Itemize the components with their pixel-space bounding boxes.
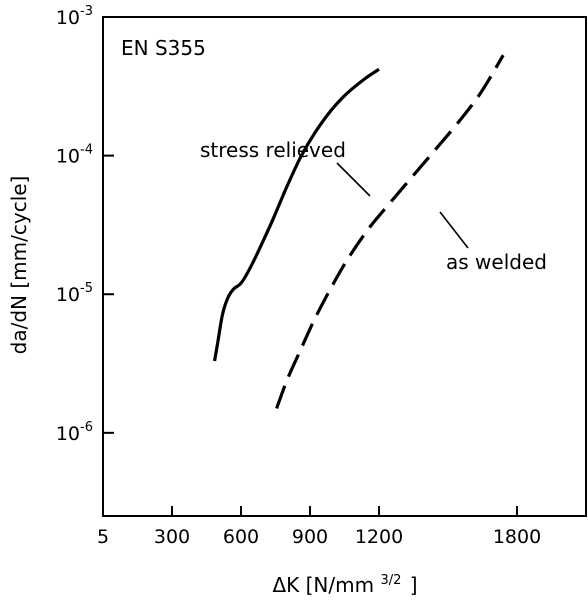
x-axis-title-main: ΔK [N/mm — [272, 573, 374, 597]
x-tick-label: 300 — [154, 526, 190, 548]
svg-text:ΔK [N/mm 3/2 ]: ΔK [N/mm 3/2 ] — [272, 565, 417, 597]
x-tick-label: 900 — [292, 526, 328, 548]
series-stress-relieved — [215, 69, 379, 361]
x-tick-label: 5 — [97, 526, 109, 548]
stress-relieved-label: stress relieved — [200, 138, 346, 162]
y-tick-label: 10-6 — [56, 420, 93, 445]
stress-relieved-leader — [337, 163, 370, 196]
x-tick-label: 600 — [223, 526, 259, 548]
x-ticks: 5 300 600 900 1200 1800 — [97, 506, 541, 548]
chart-title: EN S355 — [121, 36, 206, 60]
x-axis-title-exp: 3/2 — [380, 573, 401, 588]
y-ticks: 10-6 10-5 10-4 10-3 — [56, 4, 114, 445]
x-axis-title: ΔK [N/mm 3/2 ] — [272, 565, 417, 597]
y-tick-label: 10-3 — [56, 4, 93, 29]
series-layer — [215, 55, 504, 408]
as-welded-label: as welded — [446, 250, 547, 274]
x-tick-label: 1200 — [355, 526, 403, 548]
y-axis-title: da/dN [mm/cycle] — [7, 176, 31, 355]
x-tick-label: 1800 — [493, 526, 541, 548]
y-tick-label: 10-4 — [56, 143, 93, 168]
x-axis-title-close: ] — [410, 573, 418, 597]
series-as-welded — [277, 55, 504, 408]
y-tick-label: 10-5 — [56, 281, 93, 306]
as-welded-leader — [440, 212, 468, 248]
